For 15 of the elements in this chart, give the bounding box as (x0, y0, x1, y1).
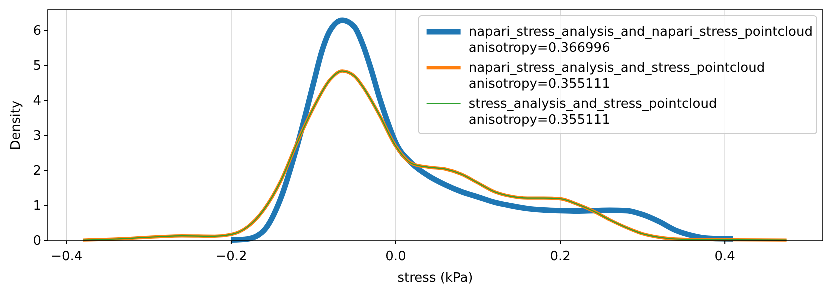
y-axis-title: Density (9, 100, 24, 150)
x-tick-label: −0.4 (51, 250, 83, 264)
y-tick-label: 5 (33, 59, 42, 74)
x-tick-label: 0.0 (386, 250, 406, 264)
x-tick-label: 0.2 (550, 250, 571, 264)
legend-label: stress_analysis_and_stress_pointcloud anisotropy=0.355111 (468, 97, 718, 128)
y-tick-label: 6 (33, 24, 42, 40)
x-tick-label: 0.4 (714, 250, 736, 264)
y-tick-label: 0 (33, 234, 42, 250)
x-tick-label: −0.2 (216, 250, 248, 264)
x-axis-title: stress (kPa) (398, 271, 474, 286)
y-tick-label: 2 (33, 164, 42, 180)
y-tick-label: 1 (33, 199, 42, 214)
y-tick-label: 4 (33, 94, 42, 110)
y-tick-label: 3 (33, 129, 42, 144)
